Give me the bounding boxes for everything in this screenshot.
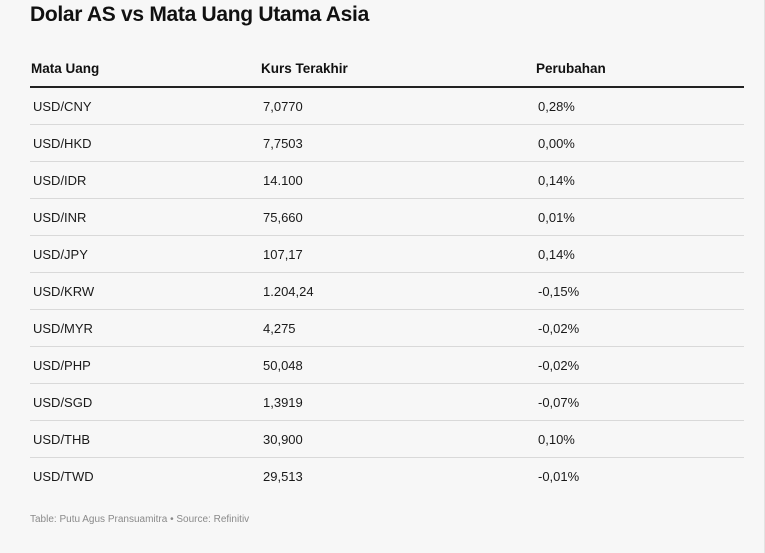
cell-last-rate: 7,0770: [260, 87, 535, 125]
table-row: USD/KRW 1.204,24 -0,15%: [30, 272, 744, 310]
cell-change: 0,01%: [535, 198, 744, 236]
exchange-rate-table: Mata Uang Kurs Terakhir Perubahan USD/CN…: [30, 50, 744, 494]
table-row: USD/INR 75,660 0,01%: [30, 198, 744, 236]
cell-last-rate: 7,7503: [260, 124, 535, 162]
column-header-change: Perubahan: [535, 50, 744, 88]
cell-currency: USD/PHP: [30, 346, 260, 384]
cell-currency: USD/MYR: [30, 309, 260, 347]
table-row: USD/HKD 7,7503 0,00%: [30, 124, 744, 162]
cell-last-rate: 107,17: [260, 235, 535, 273]
cell-change: -0,15%: [535, 272, 744, 310]
cell-currency: USD/JPY: [30, 235, 260, 273]
cell-currency: USD/SGD: [30, 383, 260, 421]
cell-change: 0,14%: [535, 161, 744, 199]
cell-change: -0,01%: [538, 468, 580, 484]
cell-last-rate: 1,3919: [260, 383, 535, 421]
cell-last-rate: 75,660: [260, 198, 535, 236]
cell-currency: USD/IDR: [30, 161, 260, 199]
cell-change: -0,02%: [535, 346, 744, 384]
table-row: USD/PHP 50,048 -0,02%: [30, 346, 744, 384]
cell-change: 0,14%: [535, 235, 744, 273]
table-row: USD/CNY 7,0770 0,28%: [30, 87, 744, 125]
column-header-last-rate: Kurs Terakhir: [260, 50, 535, 88]
page-title: Dolar AS vs Mata Uang Utama Asia: [30, 3, 369, 26]
cell-change: -0,02%: [535, 309, 744, 347]
table-row: USD/MYR 4,275 -0,02%: [30, 309, 744, 347]
table-header-row: Mata Uang Kurs Terakhir Perubahan: [30, 50, 744, 88]
cell-currency: USD/HKD: [30, 124, 260, 162]
cell-currency: USD/KRW: [30, 272, 260, 310]
cell-last-rate: 4,275: [260, 309, 535, 347]
cell-change: 0,10%: [535, 420, 744, 458]
table-row: USD/JPY 107,17 0,14%: [30, 235, 744, 273]
cell-currency: USD/TWD: [33, 468, 94, 484]
table-row: USD/TWD 29,513 -0,01%: [30, 458, 744, 495]
cell-currency: USD/THB: [30, 420, 260, 458]
cell-last-rate: 30,900: [260, 420, 535, 458]
cell-last-rate: 50,048: [260, 346, 535, 384]
cell-change: -0,07%: [535, 383, 744, 421]
cell-last-rate: 29,513: [263, 468, 303, 484]
cell-last-rate: 14.100: [260, 161, 535, 199]
source-note: Table: Putu Agus Pransuamitra • Source: …: [30, 514, 250, 525]
cell-currency: USD/CNY: [30, 87, 260, 125]
table-row: USD/SGD 1,3919 -0,07%: [30, 383, 744, 421]
cell-change: 0,28%: [535, 87, 744, 125]
cell-currency: USD/INR: [30, 198, 260, 236]
column-header-currency: Mata Uang: [30, 50, 260, 88]
cell-last-rate: 1.204,24: [260, 272, 535, 310]
table-row: USD/IDR 14.100 0,14%: [30, 161, 744, 199]
cell-change: 0,00%: [535, 124, 744, 162]
table-row: USD/THB 30,900 0,10%: [30, 420, 744, 458]
